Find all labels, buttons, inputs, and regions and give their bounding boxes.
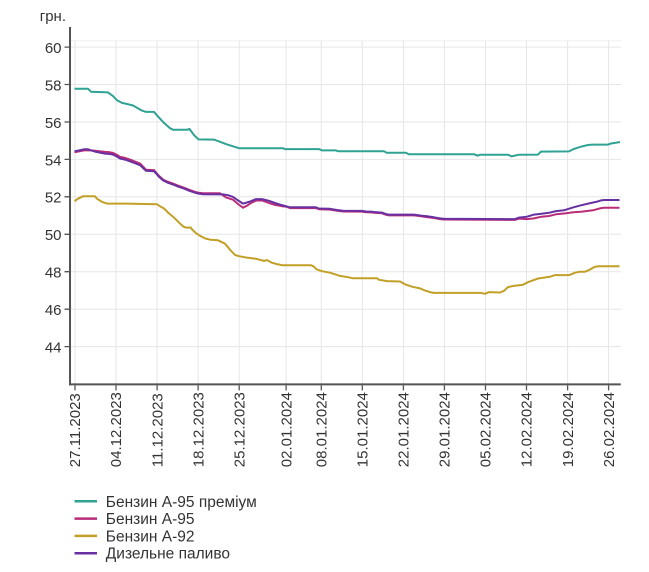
svg-text:Бензин А-95 преміум: Бензин А-95 преміум [106, 494, 257, 511]
svg-text:15.01.2024: 15.01.2024 [355, 392, 372, 467]
svg-text:46: 46 [45, 302, 62, 319]
svg-text:04.12.2023: 04.12.2023 [108, 392, 125, 467]
svg-text:19.02.2024: 19.02.2024 [560, 392, 577, 467]
svg-text:29.01.2024: 29.01.2024 [437, 392, 454, 467]
svg-text:грн.: грн. [40, 8, 66, 25]
svg-text:44: 44 [45, 340, 62, 357]
svg-text:27.11.2023: 27.11.2023 [67, 393, 84, 467]
svg-text:22.01.2024: 22.01.2024 [396, 392, 413, 467]
svg-text:52: 52 [45, 190, 62, 207]
svg-text:56: 56 [45, 115, 62, 132]
svg-text:26.02.2024: 26.02.2024 [601, 392, 618, 467]
svg-text:12.02.2024: 12.02.2024 [519, 392, 536, 467]
svg-text:11.12.2023: 11.12.2023 [149, 393, 166, 467]
svg-text:48: 48 [45, 265, 62, 282]
svg-text:02.01.2024: 02.01.2024 [278, 392, 295, 467]
svg-text:25.12.2023: 25.12.2023 [231, 392, 248, 467]
svg-text:Бензин А-95: Бензин А-95 [106, 511, 195, 528]
svg-text:05.02.2024: 05.02.2024 [478, 392, 495, 467]
svg-text:18.12.2023: 18.12.2023 [190, 392, 207, 467]
svg-text:54: 54 [45, 152, 62, 169]
svg-text:08.01.2024: 08.01.2024 [314, 392, 331, 467]
svg-text:60: 60 [45, 40, 62, 57]
svg-text:50: 50 [45, 227, 62, 244]
svg-text:Дизельне паливо: Дизельне паливо [106, 546, 230, 563]
svg-text:Бензин А-92: Бензин А-92 [106, 528, 195, 545]
svg-text:58: 58 [45, 77, 62, 94]
